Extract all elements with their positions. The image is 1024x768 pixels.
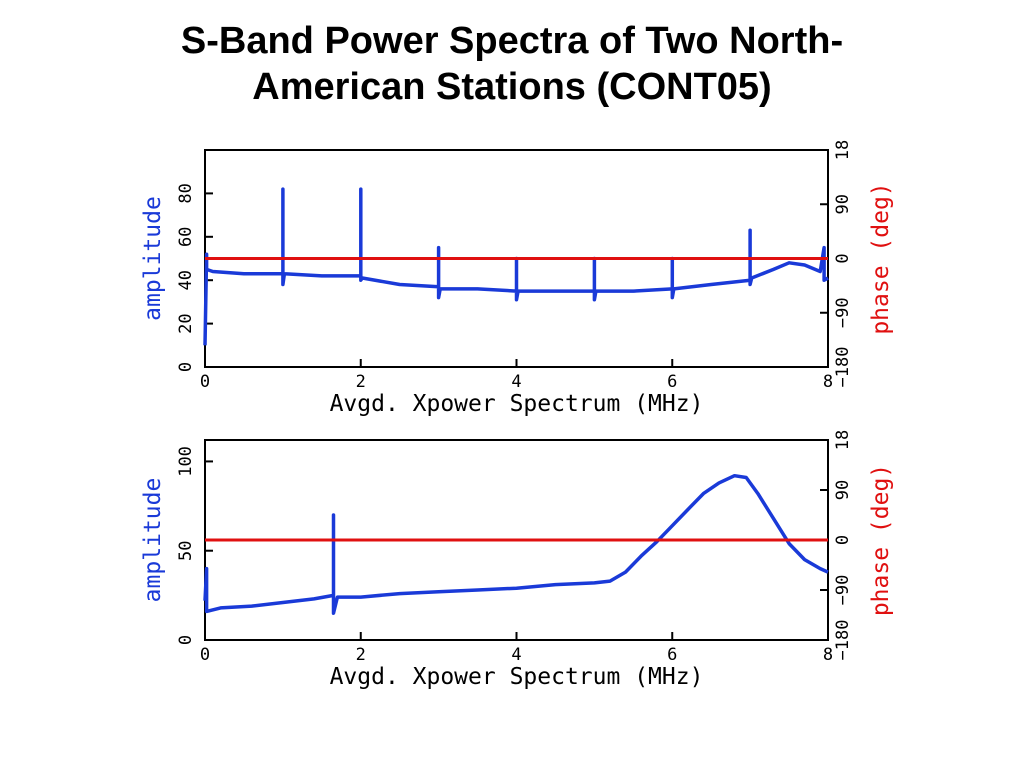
x-tick-label: 2 — [356, 645, 366, 665]
y2-tick-label: −90 — [833, 575, 853, 606]
y-tick-label: 60 — [176, 227, 196, 247]
y-tick-label: 50 — [176, 540, 196, 560]
x-tick-label: 0 — [200, 645, 210, 665]
y2-tick-label: 18 — [833, 140, 853, 160]
x-tick-label: 8 — [823, 372, 833, 392]
x-tick-label: 4 — [511, 645, 521, 665]
slide-title: S-Band Power Spectra of Two North- Ameri… — [0, 18, 1024, 110]
y-tick-label: 0 — [176, 635, 196, 645]
title-line: American Stations (CONT05) — [252, 66, 772, 108]
x-tick-label: 0 — [200, 372, 210, 392]
y-tick-label: 0 — [176, 362, 196, 372]
title-line: S-Band Power Spectra of Two North- — [180, 20, 844, 62]
y-tick-label: 100 — [176, 446, 196, 477]
y2-tick-label: 18 — [833, 430, 853, 450]
y-tick-label: 80 — [176, 183, 196, 203]
y-tick-label: 40 — [176, 270, 196, 290]
y-axis-label: amplitude — [140, 196, 166, 321]
x-tick-label: 8 — [823, 645, 833, 665]
x-tick-label: 6 — [667, 372, 677, 392]
y2-axis-label: phase (deg) — [868, 464, 894, 616]
y2-tick-label: −90 — [833, 297, 853, 328]
x-tick-label: 2 — [356, 372, 366, 392]
x-tick-label: 4 — [511, 372, 521, 392]
series-line — [203, 187, 829, 346]
y2-tick-label: −180 — [833, 347, 853, 388]
y2-tick-label: 0 — [833, 535, 853, 545]
x-axis-label: Avgd. Xpower Spectrum (MHz) — [330, 391, 704, 417]
y2-axis-label: phase (deg) — [868, 182, 894, 334]
y-tick-label: 20 — [176, 313, 196, 333]
y2-tick-label: −180 — [833, 620, 853, 661]
series-line — [203, 473, 829, 615]
y-axis-label: amplitude — [140, 478, 166, 603]
x-axis-label: Avgd. Xpower Spectrum (MHz) — [330, 664, 704, 690]
y2-tick-label: 90 — [833, 480, 853, 500]
y2-tick-label: 90 — [833, 194, 853, 214]
y2-tick-label: 0 — [833, 253, 853, 263]
x-tick-label: 6 — [667, 645, 677, 665]
